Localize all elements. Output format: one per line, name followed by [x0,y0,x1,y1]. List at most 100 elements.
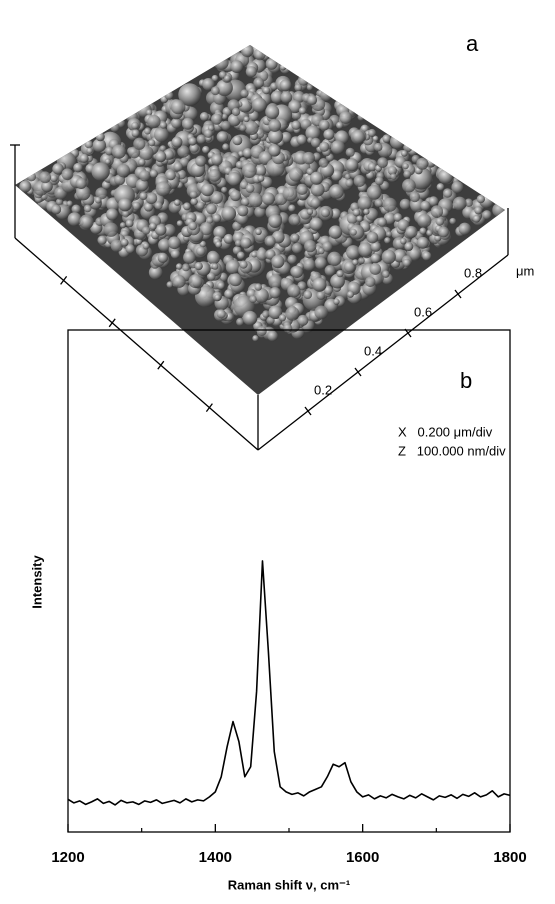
grain [265,104,280,120]
grain [66,200,73,207]
grain [154,127,169,143]
grain [357,113,365,121]
y-axis-label: Intensity [29,555,44,609]
grain [417,213,432,228]
grain [119,222,127,229]
grain [399,198,411,210]
grain [318,157,329,168]
grain [370,253,381,264]
grain [268,214,282,228]
grain [125,219,134,228]
grain [245,66,257,78]
edge-tick [205,403,213,412]
grain [296,183,308,195]
grain [320,89,333,102]
grain [173,199,181,206]
grain [323,128,335,140]
grain [122,210,130,218]
grain [288,213,301,226]
grain [364,276,376,288]
grain [110,239,123,252]
grain [352,259,359,266]
grain [149,222,157,231]
grain [203,129,213,138]
grain [419,227,427,235]
grain [237,205,249,217]
grain [229,189,242,202]
grain [393,213,403,222]
grain [363,208,370,215]
grain [382,134,391,143]
grain [345,179,354,188]
grain [148,265,163,280]
grain [133,137,146,150]
grain [52,163,64,175]
grain [131,129,140,138]
grain [253,288,269,303]
grain [254,164,267,177]
grain [305,125,321,141]
grain [51,204,62,215]
grain [242,310,258,326]
grain [194,261,203,271]
grain [304,239,317,253]
grain [357,196,372,211]
grain [167,236,181,250]
grain [435,217,445,226]
grain [314,256,327,270]
grain [397,219,410,232]
grain [240,237,252,249]
grain [257,175,265,182]
grain [221,120,231,131]
grain [75,185,91,201]
grain [254,283,263,291]
grain [289,233,300,243]
x-tick-label: 1800 [493,849,526,866]
tick-mark [354,367,362,377]
surface-grains [19,45,505,342]
grain [426,229,433,237]
grain [400,150,408,157]
grain [270,90,284,104]
grain [343,261,356,273]
grain [75,177,87,189]
tick-mark [404,328,412,338]
grain [94,196,102,204]
grain [144,127,152,135]
grain [251,97,267,113]
grain [155,151,167,163]
grain [182,263,190,272]
grain [189,190,198,199]
grain [310,137,321,148]
grain [350,129,365,145]
grain [267,129,283,144]
x-tick-label: 1600 [346,849,379,866]
grain [306,208,314,215]
grain [345,245,361,260]
grain [312,277,327,292]
grain [353,175,366,187]
grain [320,208,331,218]
grain [190,197,198,206]
grain [288,99,302,114]
tick-mark [304,406,312,416]
grain [196,134,207,144]
grain [474,206,483,215]
grain [84,140,93,149]
grain [268,274,283,289]
grain [215,241,223,248]
grain [228,273,242,287]
grain [279,64,287,71]
grain [118,197,132,212]
grain [288,167,304,182]
grain [149,169,158,178]
x-tick-label: 1400 [199,849,232,866]
grain [384,237,391,244]
grain [339,111,353,124]
grain [142,226,151,235]
grain [216,131,229,143]
grain [377,217,387,227]
grain [238,150,245,157]
grain [349,228,357,236]
